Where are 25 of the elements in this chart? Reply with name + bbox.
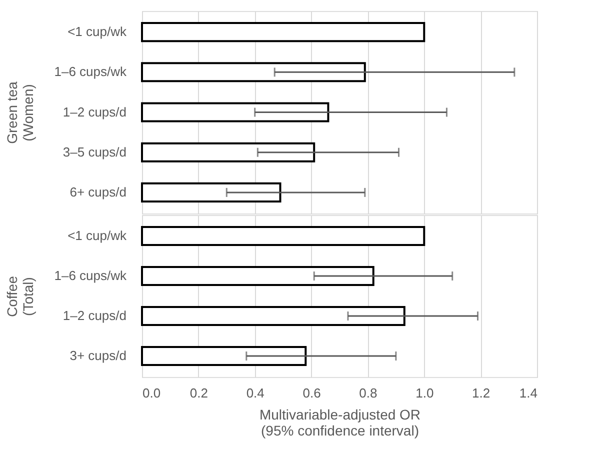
y-tick-label: 3–5 cups/d	[62, 144, 126, 160]
bar	[141, 22, 426, 42]
bar	[141, 182, 282, 202]
x-tick-label: 0.4	[246, 386, 264, 400]
y-axis-title: Green tea (Women)	[4, 81, 36, 144]
y-tick-label: 1–6 cups/wk	[54, 64, 127, 80]
y-tick-label: <1 cup/wk	[68, 24, 127, 40]
x-tick-label: 0.6	[302, 386, 321, 400]
y-tick-label: 1–2 cups/d	[62, 308, 126, 323]
bar	[141, 62, 366, 82]
x-tick-label: 0.8	[359, 386, 378, 400]
y-tick-label: 1–6 cups/wk	[54, 268, 127, 283]
x-tick-label: 1.0	[416, 386, 434, 400]
bar	[141, 102, 330, 122]
x-tick-label: 0.0	[142, 386, 161, 400]
y-tick-label: <1 cup/wk	[68, 228, 127, 243]
y-axis-title: Coffee (Total)	[4, 276, 36, 317]
x-tick-label: 0.2	[190, 386, 208, 400]
bar	[141, 142, 316, 162]
x-tick-label: 1.4	[519, 386, 538, 400]
y-tick-label: 6+ cups/d	[70, 184, 126, 200]
y-tick-label: 1–2 cups/d	[62, 104, 126, 120]
y-tick-label: 3+ cups/d	[70, 348, 126, 363]
x-tick-label: 1.2	[472, 386, 490, 400]
x-axis-title: Multivariable-adjusted OR (95% confidence interval)	[259, 406, 421, 438]
